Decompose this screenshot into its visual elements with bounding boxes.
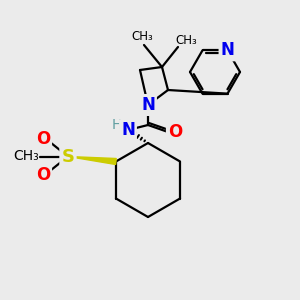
Text: O: O — [36, 166, 50, 184]
Text: S: S — [61, 148, 74, 166]
Text: O: O — [36, 130, 50, 148]
Text: O: O — [168, 123, 182, 141]
Text: N: N — [121, 121, 135, 139]
Text: H: H — [112, 118, 122, 132]
Text: CH₃: CH₃ — [175, 34, 197, 46]
Polygon shape — [68, 157, 116, 164]
Text: N: N — [141, 96, 155, 114]
Text: CH₃: CH₃ — [131, 31, 153, 44]
Text: N: N — [220, 41, 234, 59]
Text: CH₃: CH₃ — [13, 149, 39, 164]
